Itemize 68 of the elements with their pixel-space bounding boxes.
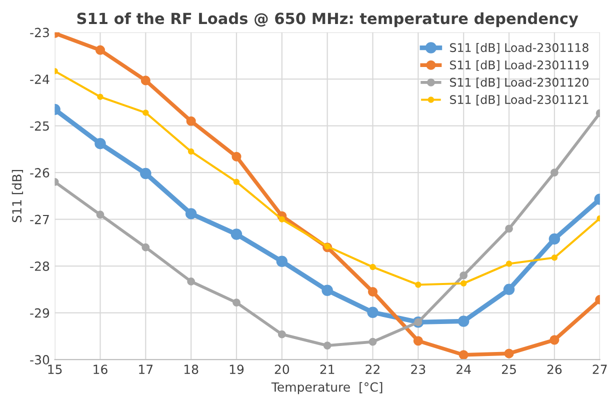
point [551,254,558,261]
point [458,350,468,360]
point [413,336,423,346]
x-tick-label: 22 [366,364,380,374]
x-tick-label: 25 [502,364,516,374]
point [367,306,378,318]
point [370,264,376,270]
point [550,335,560,345]
x-axis-title: Temperature [°C] [271,382,382,394]
point [97,94,104,100]
y-tick-label: -24 [30,74,50,84]
point [324,243,330,250]
x-tick-label: 19 [230,364,244,374]
point [186,116,196,126]
point [187,278,196,286]
point [278,216,286,222]
chart-title: S11 of the RF Loads @ 650 MHz: temperature dependency [77,12,578,28]
point [323,342,332,350]
legend-label: S11 [dB] Load-2301121 [450,94,588,106]
point [368,338,377,346]
x-tick-label: 23 [411,364,426,374]
x-tick-label: 27 [592,364,607,374]
x-tick-label: 15 [48,364,62,374]
y-tick-label: -28 [30,262,50,271]
legend-label: S11 [dB] Load-2301120 [450,78,588,88]
point [188,148,194,155]
x-tick-label: 16 [94,364,108,374]
point [415,282,422,288]
point [94,138,106,150]
x-tick-label: 18 [184,364,198,374]
point [96,210,104,219]
point [185,208,197,220]
x-tick-label: 26 [547,364,562,374]
x-tick-label: 17 [139,364,153,374]
x-tick-label: 20 [274,364,290,374]
point [95,45,106,55]
point [548,233,560,245]
point [230,228,242,240]
y-tick-label: -26 [30,168,50,178]
point [232,298,240,306]
point [506,260,512,267]
point [142,243,150,252]
point [503,284,515,296]
x-tick-label: 21 [320,364,334,374]
point [458,316,470,327]
x-tick-label: 24 [456,364,471,374]
point [460,271,468,280]
point [460,280,467,286]
y-tick-label: -27 [30,214,49,224]
legend-label: S11 [dB] Load-2301118 [450,42,588,54]
point [140,76,150,86]
y-axis-title: S11 [dB] [12,170,24,222]
point [276,256,288,268]
point [322,284,333,296]
legend-label: S11 [dB] Load-2301119 [450,60,588,71]
point [142,110,149,116]
point [233,178,240,186]
y-tick-label: -29 [30,308,50,318]
point [368,286,378,297]
point [550,168,558,177]
y-tick-label: -23 [30,28,49,38]
point [278,330,286,338]
y-tick-label: -30 [30,355,50,364]
point [504,348,514,358]
point [140,168,152,180]
point [505,224,513,233]
y-tick-label: -25 [30,121,49,131]
point [232,152,242,162]
